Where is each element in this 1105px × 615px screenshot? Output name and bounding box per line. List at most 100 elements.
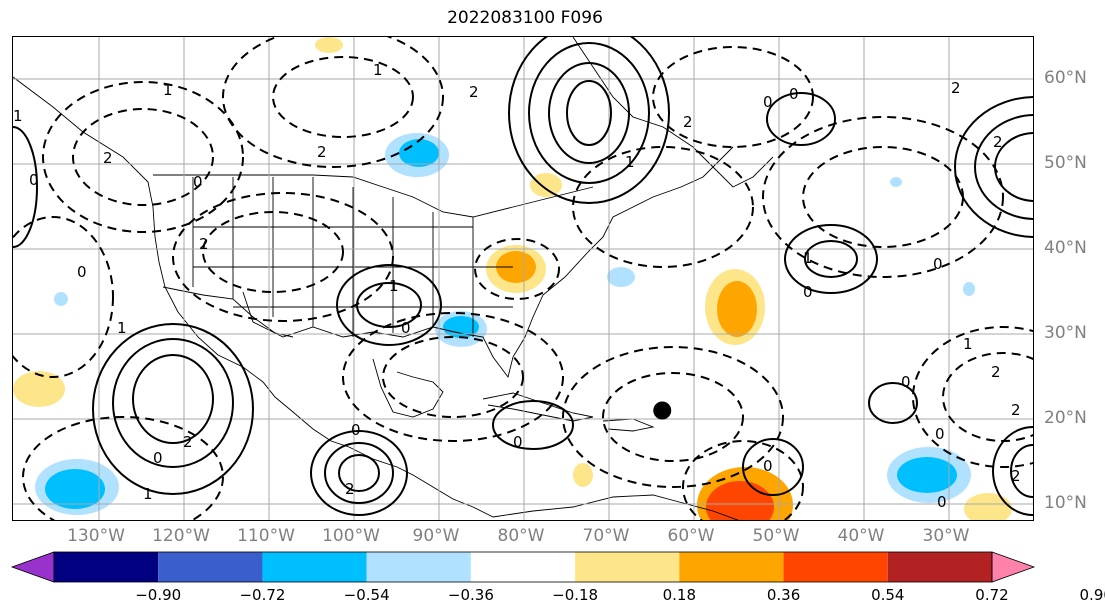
colorbar [10, 551, 1036, 583]
longitude-label: 110°W [237, 526, 295, 546]
contour-pos-pacific-mid [112, 338, 234, 468]
contour-label: 1 [143, 485, 153, 503]
shade-positive-carolinas-core [496, 251, 536, 283]
contour-label: 0 [351, 421, 361, 439]
shade-positive-pacific [13, 371, 65, 407]
contour-label: 1 [373, 61, 383, 79]
latitude-label: 20°N [1044, 408, 1087, 428]
shade-positive-caribbean [573, 463, 593, 487]
contour-label: 2 [183, 433, 193, 451]
colorbar-segment [158, 552, 263, 582]
shade-negative-coast [607, 267, 635, 287]
contour-neg-pacific-nw-inner [72, 108, 214, 206]
contour-pos-pacific-outer [92, 323, 254, 495]
contour-label: 1 [117, 319, 127, 337]
contour-label: 1 [963, 335, 973, 353]
chart-title: 2022083100 F096 [447, 8, 603, 28]
contour-label: 2 [993, 133, 1003, 151]
contour-neg-tropical-wave [682, 440, 804, 520]
contour-pos-mexico-outer [310, 430, 408, 516]
contour-label: 0 [763, 93, 773, 111]
colorbar-segment [575, 552, 680, 582]
coastline-hispaniola [602, 418, 655, 432]
contour-pos-mexico-mid [324, 442, 394, 504]
contour-neg-tropics-outer [562, 346, 784, 488]
longitude-label: 120°W [152, 526, 210, 546]
shade-negative-small-atlantic [890, 177, 902, 187]
gridlines [13, 37, 1033, 520]
state-lines [192, 177, 513, 337]
contour-label: 0 [77, 263, 87, 281]
contour-label: 0 [513, 433, 523, 451]
latitude-label: 50°N [1044, 153, 1087, 173]
contour-neg-pacific-south [22, 416, 224, 520]
coastline-south-america [492, 494, 739, 520]
contour-label: 0 [29, 171, 39, 189]
coastline-cuba [482, 392, 594, 422]
colorbar-segment [470, 552, 576, 582]
contour-neg-atlantic-west [572, 146, 754, 268]
longitude-label: 60°W [667, 526, 715, 546]
contour-label: 2 [991, 363, 1001, 381]
colorbar-outline [53, 551, 993, 583]
coastline-north-america-west [13, 76, 494, 518]
shade-negative-small-east [963, 282, 975, 296]
longitude-label: 100°W [322, 526, 380, 546]
shade-positive-subtropical-core [717, 281, 757, 337]
coastline-yucatan [372, 358, 444, 418]
colorbar-tick-label: 0.36 [766, 586, 801, 604]
contour-label: 2 [683, 113, 693, 131]
colorbar-tick-label: −0.54 [343, 586, 390, 604]
longitude-label: 90°W [412, 526, 460, 546]
colorbar-extend-max [991, 551, 1036, 583]
contour-label: 2 [345, 480, 355, 498]
colorbar-segment [54, 552, 159, 582]
contour-neg-north-atlantic [652, 46, 814, 148]
latitude-label: 30°N [1044, 323, 1087, 343]
contour-pos-hudson-core [566, 80, 612, 146]
contour-pos-hudson-outer [508, 37, 670, 204]
contour-label: 2 [317, 143, 327, 161]
contour-pos-texas-outer [336, 264, 442, 346]
border-us-mexico [162, 286, 294, 338]
contour-label: 0 [763, 457, 773, 475]
contour-neg-atlantic-central-outer [762, 116, 1004, 278]
contour-label: 0 [193, 173, 203, 191]
contour-label: 1 [13, 107, 23, 125]
coastline-canada-east [572, 37, 774, 188]
shade-negative-small-west [54, 292, 68, 306]
shade-positive-north [315, 37, 343, 53]
contour-label: 2 [469, 83, 479, 101]
contour-label: 0 [401, 319, 411, 337]
latitude-label: 40°N [1044, 238, 1087, 258]
contour-label: 0 [153, 449, 163, 467]
contour-pos-tropical [742, 438, 804, 496]
colorbar-extend-min [10, 551, 55, 583]
coastline-layer [13, 37, 774, 520]
contour-neg-east-atlantic-inner [942, 352, 1033, 442]
contours-negative [13, 37, 1033, 520]
longitude-label: 70°W [582, 526, 630, 546]
colorbar-tick-label: −0.90 [135, 586, 182, 604]
contour-pos-hudson-inner [548, 62, 630, 164]
shade-negative-gulf-core [443, 316, 479, 338]
latitude-label: 10°N [1044, 493, 1087, 513]
contour-label: 2 [951, 79, 961, 97]
contour-label: 0 [789, 85, 799, 103]
colorbar-tick-label: −0.36 [447, 586, 494, 604]
contour-pos-southeast-outer [992, 426, 1033, 516]
colorbar-segment [887, 552, 992, 582]
contour-neg-tropics-inner [602, 372, 744, 462]
contour-neg-east-atlantic-outer [912, 326, 1033, 468]
colorbar-tick-label: 0.54 [871, 586, 905, 604]
colorbar-segment [679, 552, 784, 582]
shade-negative-lakes-core [399, 139, 439, 167]
contour-label: 0 [933, 255, 943, 273]
contour-labels: 2 2 1 0 2 1 1 2 2 0 0 0 1 0 1 0 2 0 0 1 … [13, 61, 1021, 511]
contour-neg-atlantic-central-inner [802, 146, 964, 248]
contour-label: 0 [937, 493, 947, 511]
contour-pos-caribbean [492, 400, 574, 450]
contour-neg-canada-inner [272, 56, 414, 138]
contour-neg-canada-outer [222, 37, 444, 168]
contour-pos-hudson-mid [528, 42, 650, 184]
